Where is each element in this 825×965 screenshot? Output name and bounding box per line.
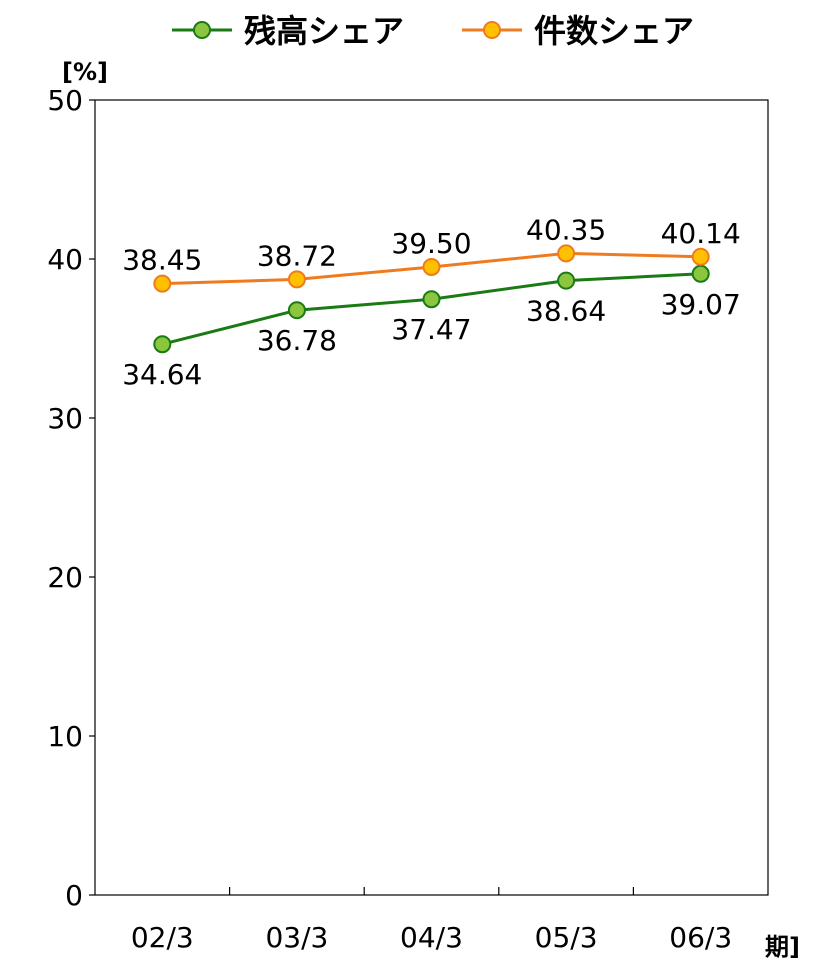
x-tick-label: 04/3	[400, 921, 463, 954]
data-label: 38.72	[257, 239, 337, 272]
data-label: 39.50	[391, 227, 471, 260]
data-label: 38.45	[122, 244, 202, 277]
y-tick-label: 30	[47, 402, 83, 435]
y-tick-label: 40	[47, 243, 83, 276]
y-axis-unit-label: [%]	[62, 58, 108, 86]
x-tick-label: 06/3	[669, 921, 732, 954]
x-axis-unit-label: 期]	[765, 933, 800, 961]
legend-label-balance-share: 残高シェア	[244, 12, 404, 50]
data-point	[691, 247, 710, 266]
data-point	[153, 335, 172, 354]
data-point	[422, 257, 441, 276]
data-label: 37.47	[391, 313, 471, 346]
plot-area	[94, 99, 769, 896]
legend-marker-balance-share	[193, 21, 211, 39]
y-axis: 0 10 20 30 40 50	[47, 84, 95, 912]
data-point	[287, 270, 306, 289]
data-label: 36.78	[257, 324, 337, 357]
legend: 残高シェア 件数シェア	[172, 12, 694, 50]
y-tick-label: 20	[47, 561, 83, 594]
data-point	[422, 290, 441, 309]
y-tick-label: 10	[47, 720, 83, 753]
data-label: 40.35	[526, 213, 606, 246]
legend-marker-count-share	[483, 21, 501, 39]
x-tick-label: 03/3	[265, 921, 328, 954]
x-tick-label: 02/3	[131, 921, 194, 954]
data-label: 40.14	[661, 217, 741, 250]
data-point	[691, 264, 710, 283]
data-label: 38.64	[526, 295, 606, 328]
x-tick-label: 05/3	[535, 921, 598, 954]
y-tick-label: 0	[65, 879, 83, 912]
x-axis: 02/3 03/3 04/3 05/3 06/3	[131, 887, 732, 954]
data-point	[287, 301, 306, 320]
data-point	[153, 274, 172, 293]
data-label: 34.64	[122, 358, 202, 391]
y-tick-label: 50	[47, 84, 83, 117]
data-point	[557, 244, 576, 263]
data-label: 39.07	[661, 288, 741, 321]
legend-label-count-share: 件数シェア	[534, 12, 694, 50]
data-point	[557, 271, 576, 290]
series: 34.64 36.78 37.47 38.64 39.07 38.45 38.72 39.50…	[122, 213, 741, 391]
